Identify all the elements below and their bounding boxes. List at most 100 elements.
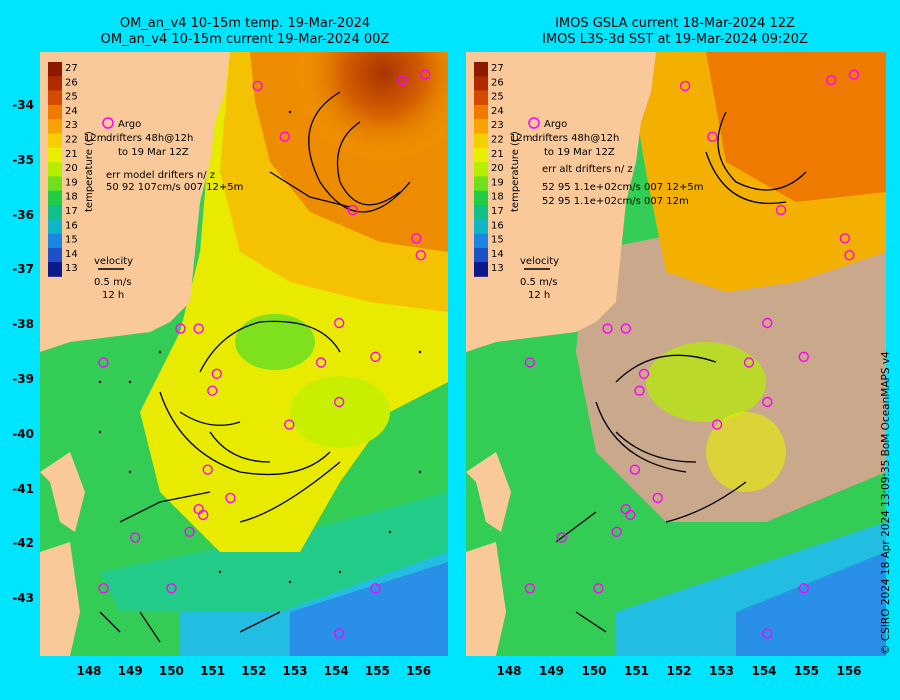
left-argo-marker: [193, 323, 204, 334]
colorbar-left-swatch: [48, 162, 62, 177]
vector-dots: [98, 110, 422, 584]
colorbar-left-swatch: [48, 190, 62, 206]
colorbar-right-tick: 15: [491, 235, 504, 246]
colorbar-left-swatch: [48, 176, 62, 191]
colorbar-right-swatch: [474, 133, 488, 149]
argo-legend-icon: [102, 117, 114, 129]
right-argo-marker: [638, 368, 650, 379]
eddy-core: [190, 52, 448, 312]
colorbar-right-tick: 17: [491, 206, 504, 217]
lat-tick-label: -39: [12, 372, 34, 386]
left-argo-marker: [347, 204, 358, 216]
right-title-line2: IMOS L3S-3d SST at 19-Mar-2024 09:20Z: [542, 32, 808, 47]
land-island-right: [466, 452, 511, 532]
velocity-scale-right: 0.5 m/s: [520, 277, 557, 288]
lon-tick-label: 149: [538, 664, 565, 678]
right-argo-marker: [762, 628, 773, 639]
right-argo-marker: [762, 396, 773, 408]
lon-tick-label: 155: [793, 664, 820, 678]
left-argo-marker: [211, 368, 223, 379]
drifters-legend-line1: drifters 48h@12h: [106, 133, 193, 144]
colorbar-right-swatch: [474, 247, 488, 263]
colorbar-left-swatch: [48, 90, 62, 106]
velocity-time-right: 12 h: [528, 290, 550, 301]
colorbar-right-swatch: [474, 205, 488, 220]
colorbar-right-swatch: [474, 90, 488, 106]
lon-tick-label: 150: [158, 664, 184, 678]
land-island: [40, 452, 85, 532]
drifters-legend-line2-right: to 19 Mar 12Z: [544, 147, 615, 158]
lon-tick-label: 148: [496, 664, 522, 678]
colorbar-right-tick: 23: [491, 120, 504, 131]
left-argo-marker: [420, 69, 431, 80]
velocity-scale-left: 0.5 m/s: [94, 277, 131, 288]
eddy-sst-2: [706, 412, 786, 492]
right-argo-marker: [620, 323, 632, 334]
right-argo-marker: [620, 504, 632, 515]
right-title-line1: IMOS GSLA current 18-Mar-2024 12Z: [555, 16, 795, 31]
left-argo-marker: [129, 532, 141, 543]
colorbar-right-swatch: [474, 76, 488, 91]
hot-region-right: [706, 52, 886, 202]
left-argo-marker: [98, 357, 109, 368]
err-row1-right: 52 95 1.1e+02cm/s 007 12+5m: [542, 182, 703, 193]
lon-tick-label: 150: [581, 664, 607, 678]
right-argo-marker: [524, 357, 536, 368]
lat-tick-label: -35: [12, 152, 34, 167]
right-argo-marker: [593, 583, 604, 594]
land-mainland: [40, 52, 230, 352]
colorbar-right-swatch: [474, 233, 488, 249]
right-argo-marker: [798, 583, 809, 594]
right-argo-marker: [602, 323, 613, 334]
left-title-line2: OM_an_v4 10-15m current 19-Mar-2024 00Z: [100, 32, 390, 47]
left-argo-marker: [370, 583, 381, 594]
lon-tick-label: 154: [751, 664, 777, 678]
left-panel-title: OM_an_v4 10-15m temp. 19-Mar-2024 OM_an_…: [40, 16, 450, 48]
lat-tick-label: -38: [12, 317, 34, 332]
lat-tick-label: -42: [12, 536, 34, 551]
right-argo-marker: [762, 317, 773, 329]
colorbar-right-swatch: [474, 162, 488, 177]
right-argo-marker: [798, 351, 809, 362]
colorbar-left-tick: 19: [65, 177, 78, 188]
satellite-sst-map: 27 26 25 24 23 22 21 20 19 18 17 16 15 14 13 temperatu…: [466, 52, 886, 656]
colorbar-label-left: temperature (C): [84, 131, 95, 212]
colorbar-left-swatch: [48, 147, 62, 163]
depth-label-right: 12m: [510, 133, 532, 144]
colorbar-left-tick: 20: [65, 163, 78, 174]
right-argo-marker: [652, 492, 663, 504]
left-argo-marker: [370, 351, 381, 362]
lon-tick-label: 156: [836, 664, 862, 678]
colorbar-right: 27 26 25 24 23 22 21 20 19 18 17 16 15 14 13: [474, 62, 504, 277]
lat-tick-label: -36: [12, 207, 34, 222]
colorbar-left: 27 26 25 24 23 22 21 20 19 18 17 16 15 14 13: [48, 62, 78, 277]
left-argo-marker: [284, 419, 295, 430]
lon-tick-label: 152: [241, 664, 267, 678]
right-argo-marker: [556, 532, 568, 543]
model-temperature-map: 27 26 25 24 23 22 21 20 19 18 17 16 15 14 13 temperatu…: [40, 52, 448, 656]
colorbar-left-tick: 23: [65, 120, 78, 131]
argo-legend-label: Argo: [118, 119, 141, 130]
left-argo-marker: [207, 385, 218, 396]
lon-tick-label: 151: [623, 664, 650, 678]
colorbar-right-tick: 22: [491, 135, 504, 146]
eddy-green-2: [290, 376, 390, 448]
lon-tick-label: 151: [200, 664, 226, 678]
argo-floats-left: [98, 69, 431, 639]
left-argo-marker: [334, 317, 345, 329]
left-argo-marker: [184, 526, 195, 537]
right-argo-marker: [848, 69, 860, 80]
colorbar-right-swatch: [474, 176, 488, 191]
lat-tick-label: -40: [12, 426, 34, 441]
argo-legend-label-right: Argo: [544, 119, 567, 130]
left-argo-marker: [411, 233, 422, 244]
colorbar-left-swatch: [48, 205, 62, 220]
colorbar-left-tick: 22: [65, 135, 78, 146]
left-argo-marker: [315, 357, 327, 368]
right-argo-marker: [524, 583, 536, 594]
velocity-time-left: 12 h: [102, 290, 124, 301]
left-argo-marker: [166, 583, 177, 594]
colorbar-right-swatch: [474, 190, 488, 206]
drifters-legend-line2: to 19 Mar 12Z: [118, 147, 189, 158]
argo-floats-right: [524, 69, 860, 639]
